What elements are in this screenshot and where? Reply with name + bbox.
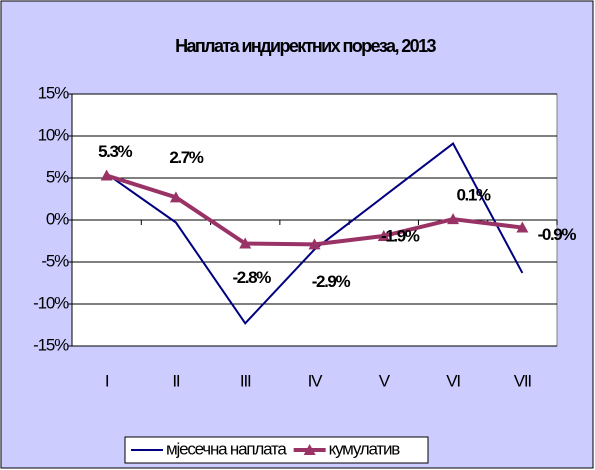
legend-label: кумулатив	[329, 439, 401, 458]
y-tick-label: 5%	[46, 167, 69, 186]
data-label: 0.1%	[456, 186, 490, 205]
x-tick-label: I	[105, 371, 109, 390]
legend-marker	[303, 444, 316, 455]
x-tick-label: II	[172, 371, 180, 390]
marker	[239, 237, 252, 249]
legend-label: мјесечна наплата	[166, 439, 287, 458]
y-tick-label: -15%	[33, 335, 69, 354]
x-tick-label: IV	[308, 371, 324, 390]
y-tick-label: 0%	[46, 209, 69, 228]
y-tick-label: -5%	[41, 251, 69, 270]
x-tick-label: V	[379, 371, 391, 390]
marker	[169, 191, 182, 203]
marker	[377, 229, 390, 241]
legend-box	[124, 436, 429, 464]
marker	[516, 221, 529, 233]
y-tick-label: -10%	[33, 293, 69, 312]
data-label: 2.7%	[169, 148, 203, 167]
data-label: -2.9%	[312, 272, 351, 291]
x-tick-label: VII	[514, 371, 532, 390]
data-label: -1.9%	[381, 226, 420, 245]
x-tick-label: III	[240, 371, 251, 390]
marker	[100, 169, 113, 181]
marker	[447, 213, 460, 225]
data-label: 5.3%	[98, 142, 132, 161]
y-tick-label: 15%	[38, 83, 70, 102]
data-label: -2.8%	[233, 268, 272, 287]
y-tick-label: 10%	[38, 125, 70, 144]
series-line	[106, 142, 524, 325]
marker	[308, 238, 321, 250]
x-tick-label: VI	[446, 371, 460, 390]
data-label: -0.9%	[538, 225, 577, 244]
chart-title: Наплата индиректних пореза, 2013	[175, 36, 436, 56]
